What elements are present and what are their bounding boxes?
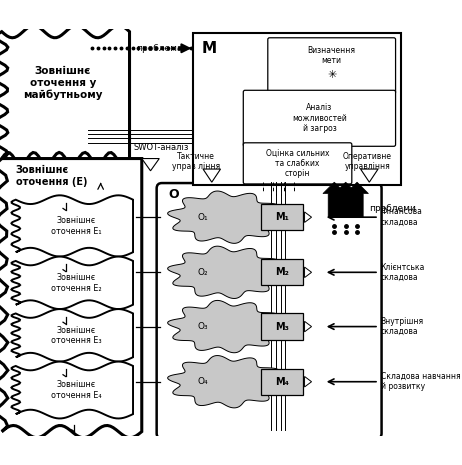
- Polygon shape: [334, 182, 357, 217]
- FancyBboxPatch shape: [157, 183, 382, 438]
- Polygon shape: [12, 309, 133, 362]
- Text: Аналіз
можливостей
й загроз: Аналіз можливостей й загроз: [292, 103, 347, 133]
- Polygon shape: [12, 195, 133, 257]
- Text: M₄: M₄: [275, 377, 289, 387]
- Text: Зовнішнє
оточення (Е): Зовнішнє оточення (Е): [16, 165, 87, 187]
- Polygon shape: [168, 356, 284, 408]
- Text: O₁: O₁: [198, 213, 208, 222]
- FancyBboxPatch shape: [261, 259, 303, 286]
- Text: O: O: [168, 188, 179, 201]
- Text: Зовнішнє
оточення Е₃: Зовнішнє оточення Е₃: [51, 326, 102, 345]
- Text: Визначення
мети: Визначення мети: [308, 46, 356, 65]
- Polygon shape: [0, 159, 142, 438]
- Polygon shape: [304, 377, 311, 387]
- Polygon shape: [304, 212, 311, 222]
- FancyBboxPatch shape: [193, 33, 401, 185]
- Text: M₃: M₃: [275, 322, 289, 332]
- Polygon shape: [12, 362, 133, 419]
- Text: Складова навчання
й розвитку: Складова навчання й розвитку: [381, 372, 460, 392]
- FancyBboxPatch shape: [261, 204, 303, 230]
- Polygon shape: [142, 159, 159, 171]
- Text: Оперативне
управління: Оперативне управління: [343, 152, 392, 171]
- Text: Зовнішнє
оточення у
майбутньому: Зовнішнє оточення у майбутньому: [23, 66, 103, 100]
- Polygon shape: [203, 169, 220, 182]
- Text: Зовнішнє
оточення Е₄: Зовнішнє оточення Е₄: [51, 380, 102, 400]
- Text: O₂: O₂: [198, 268, 208, 277]
- Text: Внутрішня
складова: Внутрішня складова: [381, 317, 424, 336]
- Text: Тактичне
управ ління: Тактичне управ ління: [172, 152, 220, 171]
- Text: Фінансова
складова: Фінансова складова: [381, 207, 423, 227]
- Text: Зовнішнє
оточення Е₁: Зовнішнє оточення Е₁: [51, 216, 102, 236]
- FancyBboxPatch shape: [261, 313, 303, 340]
- Text: M₁: M₁: [275, 212, 289, 222]
- Text: M₂: M₂: [275, 267, 289, 277]
- Polygon shape: [12, 257, 133, 309]
- Polygon shape: [346, 182, 368, 217]
- Text: Оцінка сильних
та слабких
сторін: Оцінка сильних та слабких сторін: [266, 148, 329, 178]
- Text: проблеми: проблеми: [369, 204, 416, 213]
- Text: проблема: проблема: [136, 44, 182, 53]
- Polygon shape: [304, 267, 311, 278]
- Text: Зовнішнє
оточення Е₂: Зовнішнє оточення Е₂: [51, 273, 102, 292]
- FancyBboxPatch shape: [243, 143, 352, 184]
- Text: ✳: ✳: [327, 70, 336, 80]
- Polygon shape: [360, 169, 378, 182]
- FancyBboxPatch shape: [243, 90, 395, 146]
- Polygon shape: [323, 182, 346, 217]
- FancyBboxPatch shape: [268, 38, 395, 94]
- Polygon shape: [168, 300, 284, 353]
- Text: SWOT-аналіз: SWOT-аналіз: [133, 143, 188, 152]
- FancyBboxPatch shape: [261, 369, 303, 395]
- Text: M: M: [201, 41, 216, 56]
- Polygon shape: [304, 321, 311, 332]
- Polygon shape: [168, 191, 284, 243]
- Text: O₄: O₄: [198, 377, 208, 386]
- Text: Клієнтська
складова: Клієнтська складова: [381, 263, 425, 282]
- Text: O₃: O₃: [198, 322, 208, 331]
- Polygon shape: [0, 26, 129, 165]
- Polygon shape: [168, 246, 284, 299]
